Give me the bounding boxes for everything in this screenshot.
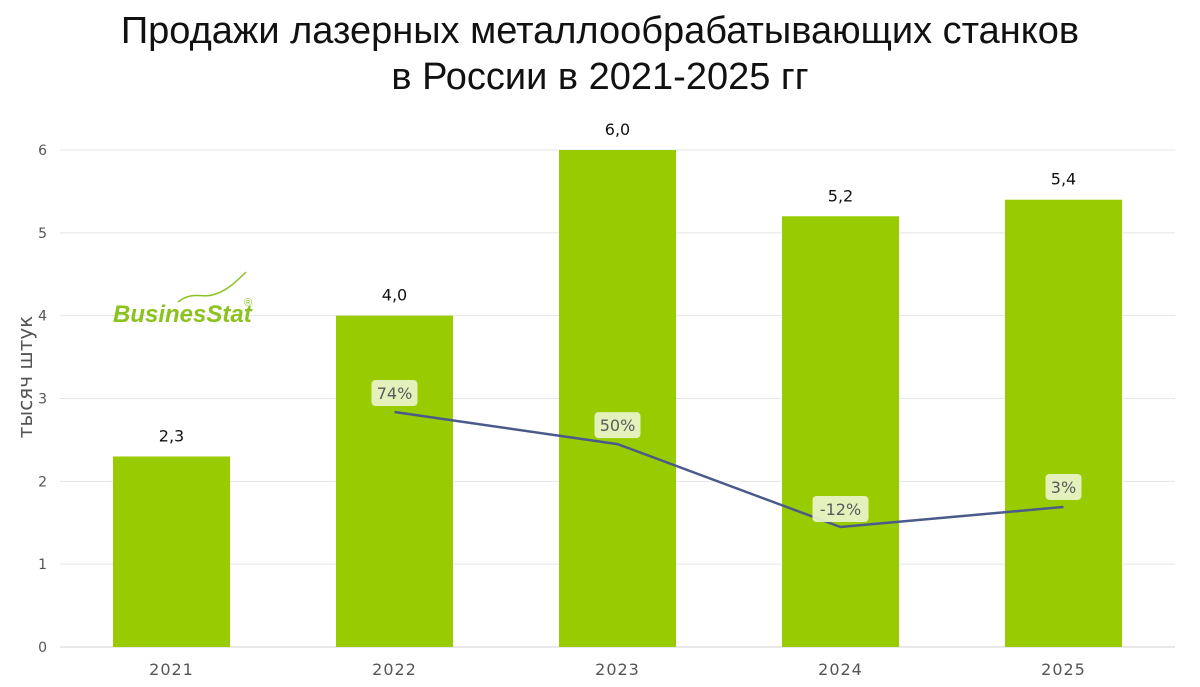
growth-series: 74% 50% -12% 3% (371, 380, 1082, 529)
logo-text: BusinesStat (113, 301, 253, 328)
growth-label: 3% (1051, 478, 1076, 497)
bar-value-label: 6,0 (605, 120, 630, 139)
chart-title: Продажи лазерных металлообрабатывающих с… (0, 8, 1200, 100)
logo-mark: ® (244, 297, 252, 309)
x-axis: 2021 2022 2023 2024 2025 (149, 660, 1086, 679)
bar-value-label: 5,2 (828, 186, 853, 205)
growth-label: 74% (377, 384, 413, 403)
x-tick-label: 2025 (1041, 660, 1086, 679)
bar-value-label: 5,4 (1051, 170, 1076, 189)
y-tick-label: 3 (38, 392, 47, 408)
y-tick-label: 0 (38, 640, 47, 656)
y-tick-label: 6 (38, 143, 47, 159)
x-tick-label: 2021 (149, 660, 194, 679)
bar-value-label: 2,3 (159, 426, 184, 445)
y-tick-label: 4 (38, 309, 47, 325)
bar (782, 216, 899, 647)
growth-line (394, 410, 1064, 529)
chart-title-line-1: Продажи лазерных металлообрабатывающих с… (120, 10, 1080, 52)
bar (559, 150, 676, 647)
growth-badge (812, 496, 869, 522)
logo-swoosh-icon (177, 271, 247, 303)
y-tick-label: 5 (38, 226, 47, 242)
businesstat-logo: BusinesStat ® (113, 271, 253, 328)
bars: 2,3 4,0 6,0 5,2 5,4 (113, 120, 1122, 647)
bar (336, 315, 453, 647)
x-tick-label: 2022 (372, 660, 417, 679)
y-axis-title: тысяч штук (13, 316, 37, 439)
bar-value-label: 4,0 (382, 286, 407, 305)
x-tick-label: 2023 (595, 660, 640, 679)
y-tick-label: 2 (38, 474, 47, 490)
growth-badge (371, 380, 418, 406)
y-axis: 0 1 2 3 4 5 6 (38, 143, 47, 656)
y-tick-label: 1 (38, 557, 47, 573)
growth-label: -12% (820, 500, 861, 519)
bar (113, 456, 230, 647)
chart-title-line-2: в России в 2021-2025 гг (391, 56, 809, 98)
growth-badge (1045, 473, 1082, 500)
growth-label: 50% (600, 416, 636, 435)
bar (1005, 199, 1122, 647)
x-tick-label: 2024 (818, 660, 863, 679)
growth-badge (594, 412, 641, 439)
